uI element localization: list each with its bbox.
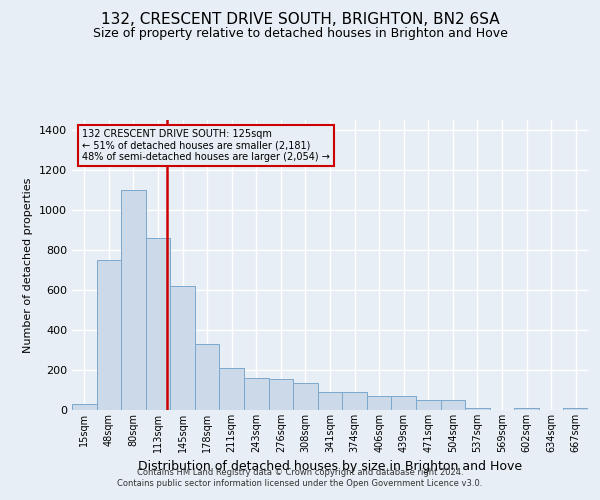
Bar [195,344,220,410]
Bar [367,396,391,410]
Bar [391,396,416,410]
Bar [269,379,293,410]
Bar [97,260,121,410]
Bar [514,408,539,410]
Bar [220,368,244,410]
X-axis label: Distribution of detached houses by size in Brighton and Hove: Distribution of detached houses by size … [138,460,522,473]
Bar [416,400,440,410]
Bar [146,238,170,410]
Text: 132 CRESCENT DRIVE SOUTH: 125sqm
← 51% of detached houses are smaller (2,181)
48: 132 CRESCENT DRIVE SOUTH: 125sqm ← 51% o… [82,128,330,162]
Text: 132, CRESCENT DRIVE SOUTH, BRIGHTON, BN2 6SA: 132, CRESCENT DRIVE SOUTH, BRIGHTON, BN2… [101,12,499,28]
Y-axis label: Number of detached properties: Number of detached properties [23,178,34,352]
Bar [440,400,465,410]
Bar [465,408,490,410]
Bar [170,286,195,410]
Text: Size of property relative to detached houses in Brighton and Hove: Size of property relative to detached ho… [92,28,508,40]
Bar [342,392,367,410]
Bar [72,404,97,410]
Bar [563,408,588,410]
Bar [244,378,269,410]
Bar [121,190,146,410]
Bar [293,383,318,410]
Text: Contains HM Land Registry data © Crown copyright and database right 2024.
Contai: Contains HM Land Registry data © Crown c… [118,468,482,487]
Bar [318,392,342,410]
